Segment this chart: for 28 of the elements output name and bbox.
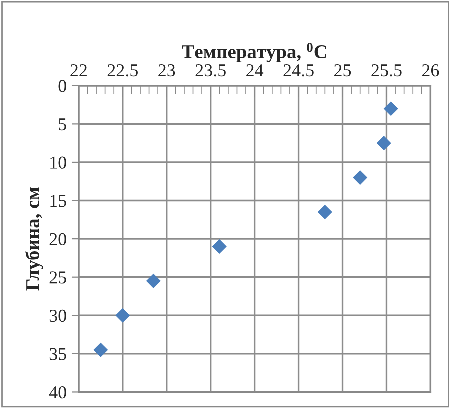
y-axis-title: Глубина, см: [25, 188, 44, 291]
point: [94, 342, 108, 358]
y-tick-label: 35: [50, 348, 66, 360]
x-tick-label: 23: [158, 64, 176, 77]
point: [353, 170, 368, 186]
x-tick-label: 24: [246, 64, 264, 76]
point: [384, 102, 398, 116]
point: [318, 204, 332, 220]
x-tick-label: 22: [70, 64, 87, 76]
y-tick-label: 15: [50, 195, 66, 208]
y-tick-label: 40: [49, 386, 66, 399]
y-tick-label: 25: [50, 272, 66, 284]
y-tick-label: 10: [50, 156, 66, 169]
y-tick-label: 20: [50, 233, 66, 246]
x-tick-label: 22.5: [108, 64, 138, 77]
x-tick-label: 24.5: [284, 64, 314, 77]
y-tick-label: 0: [58, 80, 66, 92]
x-tick-label: 25.5: [372, 64, 402, 77]
x-tick-label: 23.5: [196, 64, 226, 77]
x-tick-label: 25: [334, 64, 352, 77]
x-tick-label: 26: [422, 64, 440, 77]
point: [212, 239, 227, 254]
y-tick-label: 30: [50, 310, 66, 322]
y-tick-label: 5: [59, 118, 66, 131]
point: [376, 136, 392, 151]
point: [116, 308, 130, 323]
point: [146, 274, 161, 288]
x-axis-title: Температура, $^{0}$С: [182, 43, 326, 63]
